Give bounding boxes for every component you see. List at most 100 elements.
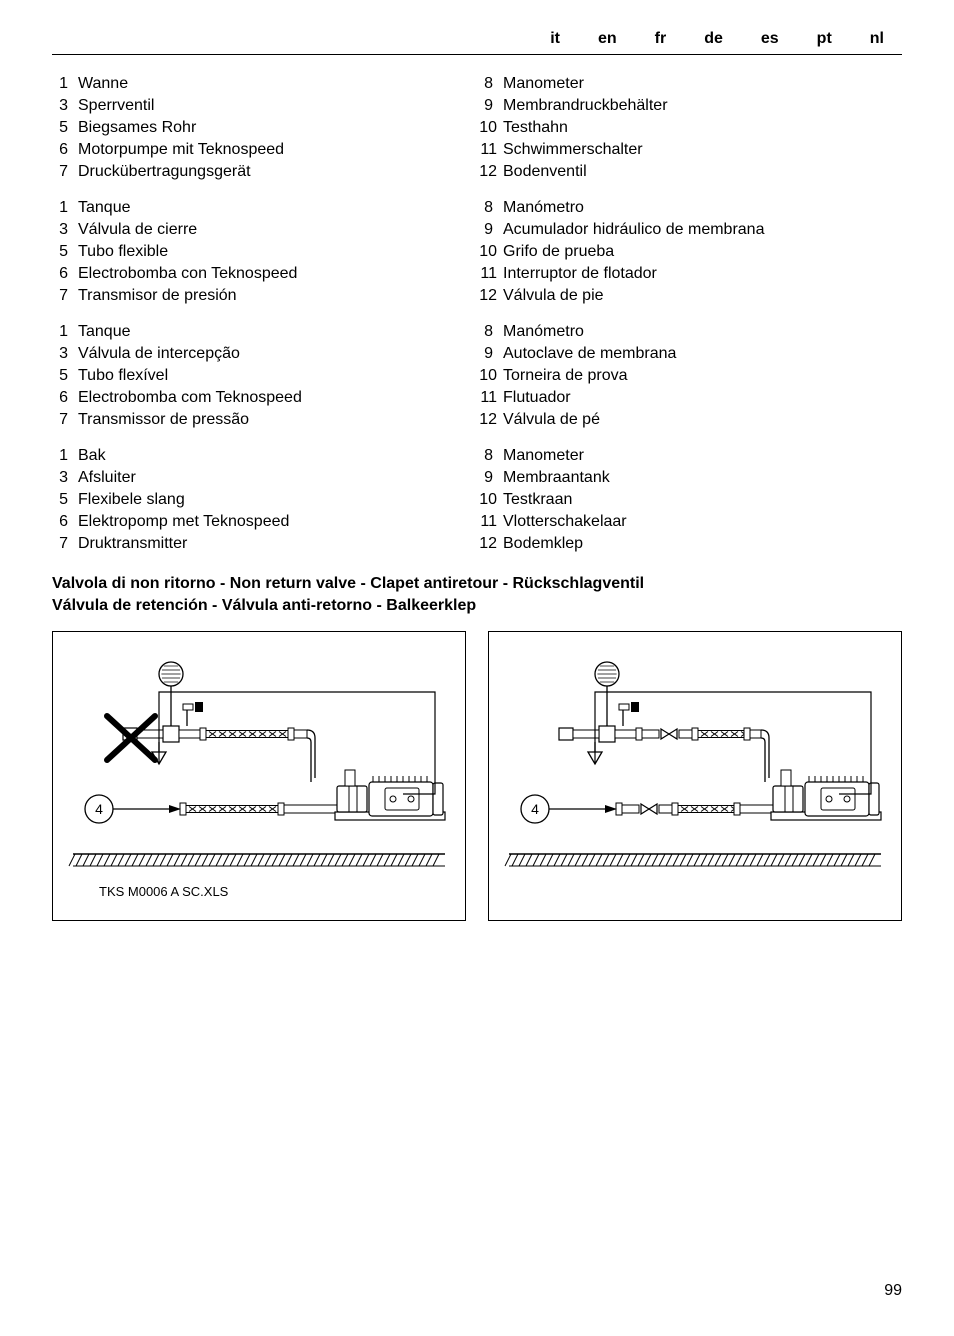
legend-label: Wanne	[78, 73, 477, 95]
legend-line: 6Electrobomba con Teknospeed	[52, 263, 477, 285]
diagram-wrong: 4TKS M0006 A SC.XLS	[52, 631, 466, 921]
valve-heading: Valvola di non ritorno - Non return valv…	[52, 573, 902, 617]
legend-label: Electrobomba con Teknospeed	[78, 263, 477, 285]
lang-es: es	[761, 30, 779, 48]
legend-number: 7	[52, 533, 78, 555]
legend-label: Interruptor de flotador	[503, 263, 902, 285]
legend-number: 1	[52, 73, 78, 95]
legend-column: 1Bak3Afsluiter5Flexibele slang6Elektropo…	[52, 445, 477, 555]
legend-groups: 1Wanne3Sperrventil5Biegsames Rohr6Motorp…	[52, 73, 902, 555]
legend-line: 12Válvula de pé	[477, 409, 902, 431]
legend-label: Bodenventil	[503, 161, 902, 183]
legend-label: Flutuador	[503, 387, 902, 409]
legend-label: Electrobomba com Teknospeed	[78, 387, 477, 409]
legend-number: 12	[477, 409, 503, 431]
lang-de: de	[704, 30, 723, 48]
legend-number: 1	[52, 445, 78, 467]
legend-number: 10	[477, 489, 503, 511]
legend-number: 5	[52, 241, 78, 263]
legend-label: Schwimmerschalter	[503, 139, 902, 161]
legend-block: 1Tanque3Válvula de cierre5Tubo flexible6…	[52, 197, 902, 307]
legend-line: 11Vlotterschakelaar	[477, 511, 902, 533]
legend-line: 7Druktransmitter	[52, 533, 477, 555]
legend-column: 8Manometer9Membraantank10Testkraan11Vlot…	[477, 445, 902, 555]
legend-number: 10	[477, 241, 503, 263]
legend-line: 3Válvula de cierre	[52, 219, 477, 241]
legend-line: 6Electrobomba com Teknospeed	[52, 387, 477, 409]
legend-line: 8Manómetro	[477, 197, 902, 219]
legend-line: 11Flutuador	[477, 387, 902, 409]
legend-number: 7	[52, 409, 78, 431]
legend-label: Transmissor de pressão	[78, 409, 477, 431]
page: it en fr de es pt nl 1Wanne3Sperrventil5…	[0, 0, 954, 1336]
legend-line: 5Tubo flexível	[52, 365, 477, 387]
svg-text:4: 4	[531, 801, 539, 817]
legend-number: 7	[52, 285, 78, 307]
legend-number: 9	[477, 467, 503, 489]
legend-label: Autoclave de membrana	[503, 343, 902, 365]
legend-number: 8	[477, 197, 503, 219]
legend-number: 11	[477, 387, 503, 409]
lang-pt: pt	[817, 30, 832, 48]
legend-column: 1Tanque3Válvula de intercepção5Tubo flex…	[52, 321, 477, 431]
legend-number: 12	[477, 533, 503, 555]
legend-label: Tanque	[78, 197, 477, 219]
page-number: 99	[884, 1282, 902, 1300]
legend-number: 8	[477, 73, 503, 95]
legend-line: 6Elektropomp met Teknospeed	[52, 511, 477, 533]
legend-label: Manómetro	[503, 321, 902, 343]
legend-line: 7Druckübertragungsgerät	[52, 161, 477, 183]
legend-line: 10Grifo de prueba	[477, 241, 902, 263]
legend-label: Bak	[78, 445, 477, 467]
legend-line: 3Sperrventil	[52, 95, 477, 117]
legend-label: Manometer	[503, 445, 902, 467]
lang-it: it	[550, 30, 560, 48]
legend-line: 12Bodemklep	[477, 533, 902, 555]
legend-line: 5Flexibele slang	[52, 489, 477, 511]
legend-label: Flexibele slang	[78, 489, 477, 511]
legend-line: 1Tanque	[52, 321, 477, 343]
legend-label: Torneira de prova	[503, 365, 902, 387]
legend-line: 6Motorpumpe mit Teknospeed	[52, 139, 477, 161]
legend-line: 8Manómetro	[477, 321, 902, 343]
legend-line: 1Wanne	[52, 73, 477, 95]
legend-number: 10	[477, 117, 503, 139]
legend-label: Elektropomp met Teknospeed	[78, 511, 477, 533]
legend-line: 1Tanque	[52, 197, 477, 219]
legend-number: 3	[52, 467, 78, 489]
legend-number: 3	[52, 219, 78, 241]
legend-line: 3Afsluiter	[52, 467, 477, 489]
diagrams-row: 4TKS M0006 A SC.XLS 4	[52, 631, 902, 921]
legend-number: 5	[52, 365, 78, 387]
legend-number: 3	[52, 343, 78, 365]
legend-line: 11Interruptor de flotador	[477, 263, 902, 285]
valve-heading-line2: Válvula de retención - Válvula anti-reto…	[52, 595, 902, 617]
legend-column: 1Tanque3Válvula de cierre5Tubo flexible6…	[52, 197, 477, 307]
legend-label: Biegsames Rohr	[78, 117, 477, 139]
legend-block: 1Bak3Afsluiter5Flexibele slang6Elektropo…	[52, 445, 902, 555]
legend-block: 1Tanque3Válvula de intercepção5Tubo flex…	[52, 321, 902, 431]
legend-label: Tubo flexível	[78, 365, 477, 387]
legend-number: 11	[477, 139, 503, 161]
legend-number: 8	[477, 445, 503, 467]
legend-line: 9Acumulador hidráulico de membrana	[477, 219, 902, 241]
legend-line: 11Schwimmerschalter	[477, 139, 902, 161]
legend-line: 12Bodenventil	[477, 161, 902, 183]
legend-label: Bodemklep	[503, 533, 902, 555]
legend-number: 3	[52, 95, 78, 117]
legend-number: 6	[52, 139, 78, 161]
legend-number: 12	[477, 285, 503, 307]
legend-number: 11	[477, 511, 503, 533]
legend-label: Tanque	[78, 321, 477, 343]
legend-column: 1Wanne3Sperrventil5Biegsames Rohr6Motorp…	[52, 73, 477, 183]
legend-label: Testhahn	[503, 117, 902, 139]
legend-block: 1Wanne3Sperrventil5Biegsames Rohr6Motorp…	[52, 73, 902, 183]
legend-line: 9Membraantank	[477, 467, 902, 489]
legend-label: Vlotterschakelaar	[503, 511, 902, 533]
legend-label: Membrandruckbehälter	[503, 95, 902, 117]
legend-label: Válvula de intercepção	[78, 343, 477, 365]
language-row: it en fr de es pt nl	[52, 30, 902, 48]
legend-line: 8Manometer	[477, 445, 902, 467]
legend-number: 1	[52, 321, 78, 343]
lang-nl: nl	[870, 30, 884, 48]
